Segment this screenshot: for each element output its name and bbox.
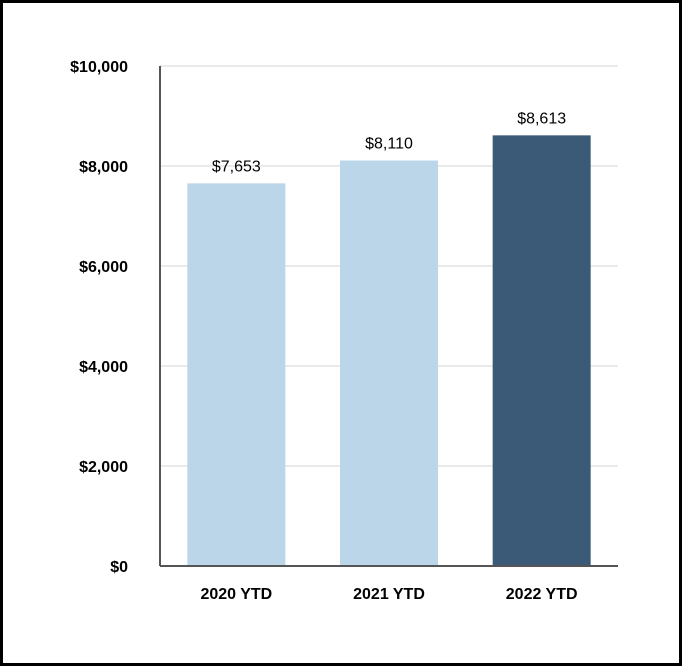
x-axis-category-labels: 2020 YTD 2021 YTD 2022 YTD	[200, 586, 577, 603]
y-tick-label: $10,000	[70, 59, 128, 76]
bar	[340, 160, 438, 566]
category-label: 2020 YTD	[200, 586, 272, 603]
data-label: $8,110	[365, 136, 413, 153]
y-tick-label: $4,000	[79, 359, 128, 376]
data-label: $7,653	[212, 158, 261, 175]
category-label: 2021 YTD	[353, 586, 425, 603]
category-label: 2022 YTD	[506, 586, 578, 603]
y-axis-tick-labels: $0 $2,000 $4,000 $6,000 $8,000 $10,000	[70, 59, 128, 576]
data-label: $8,613	[517, 110, 566, 127]
bar	[492, 135, 591, 566]
y-tick-label: $8,000	[79, 159, 128, 176]
y-tick-label: $2,000	[79, 459, 128, 476]
bar	[187, 183, 286, 566]
axes	[159, 66, 618, 567]
data-labels: $7,653 $8,110 $8,613	[212, 110, 566, 175]
y-tick-label: $6,000	[79, 259, 128, 276]
y-tick-label: $0	[110, 559, 128, 576]
bars	[187, 135, 591, 566]
